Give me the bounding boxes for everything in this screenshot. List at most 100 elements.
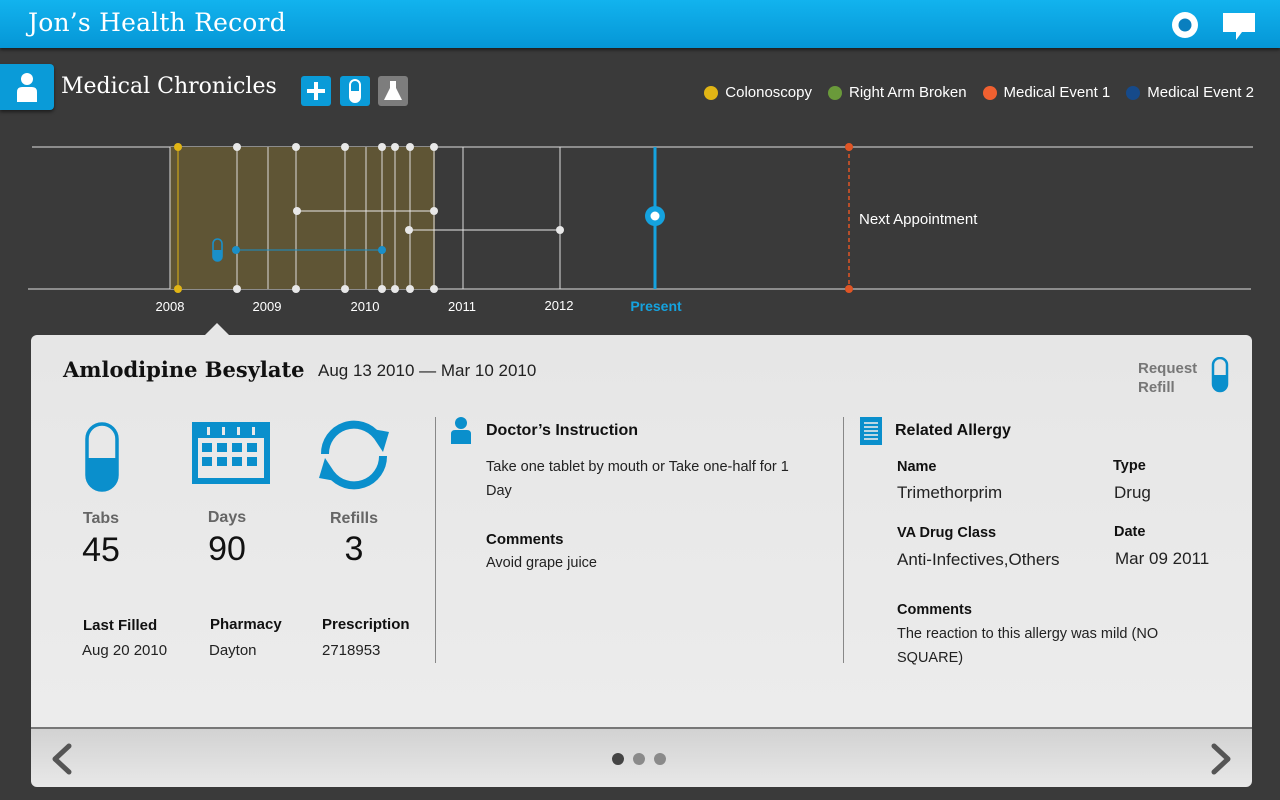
pharmacy-value: Dayton <box>209 642 257 659</box>
pharmacy-label: Pharmacy <box>210 616 282 633</box>
colonoscopy-marker[interactable] <box>174 285 182 293</box>
present-marker-center <box>650 211 660 221</box>
legend-item[interactable]: Right Arm Broken <box>827 84 967 101</box>
divider <box>843 417 844 663</box>
legend-dot <box>827 85 842 100</box>
page-dot[interactable] <box>612 753 624 765</box>
legend-dot <box>982 85 997 100</box>
legend-label: Right Arm Broken <box>848 84 967 101</box>
event-marker[interactable] <box>233 285 241 293</box>
allergy-name: Trimethorprim <box>897 483 1003 502</box>
event-marker[interactable] <box>405 226 413 234</box>
profile-tab[interactable] <box>0 64 54 110</box>
medication-detail-panel: Amlodipine Besylate Aug 13 2010 — Mar 10… <box>31 335 1252 727</box>
legend-item[interactable]: Medical Event 1 <box>982 84 1111 101</box>
pill-icon[interactable] <box>212 238 223 262</box>
chevron-right-icon[interactable] <box>1208 743 1234 775</box>
event-marker[interactable] <box>406 285 414 293</box>
medication-marker[interactable] <box>378 246 386 254</box>
days-value: 90 <box>208 530 246 568</box>
flask-icon <box>384 81 402 100</box>
next-appointment-marker[interactable] <box>845 285 853 293</box>
event-marker[interactable] <box>430 207 438 215</box>
instruction-comments-label: Comments <box>486 531 564 548</box>
allergy-type: Drug <box>1114 483 1151 502</box>
prescription-value: 2718953 <box>322 642 381 659</box>
allergy-date: Mar 09 2011 <box>1115 549 1210 568</box>
lab-filter-button[interactable] <box>378 76 408 106</box>
refill-pill-icon[interactable] <box>1211 357 1229 393</box>
section-title: Medical Chronicles <box>61 74 277 99</box>
chevron-left-icon[interactable] <box>49 743 75 775</box>
year-label: 2012 <box>545 298 574 313</box>
drug-class: Anti-Infectives,Others <box>897 550 1060 569</box>
doctor-icon <box>451 417 471 444</box>
event-marker[interactable] <box>430 285 438 293</box>
event-marker[interactable] <box>292 143 300 151</box>
colonoscopy-marker[interactable] <box>174 143 182 151</box>
instruction-title: Doctor’s Instruction <box>486 422 639 439</box>
medication-marker[interactable] <box>232 246 240 254</box>
legend-item[interactable]: Colonoscopy <box>704 84 812 101</box>
request-refill-button[interactable]: Request Refill <box>1138 360 1198 396</box>
drug-class-label: VA Drug Class <box>897 525 997 541</box>
plus-icon <box>307 82 325 100</box>
event-marker[interactable] <box>341 143 349 151</box>
next-appointment-label: Next Appointment <box>859 211 978 228</box>
event-marker[interactable] <box>391 285 399 293</box>
event-marker[interactable] <box>556 226 564 234</box>
colonoscopy-range[interactable] <box>170 147 435 289</box>
legend-label: Colonoscopy <box>725 84 812 101</box>
year-label: 2010 <box>351 299 380 314</box>
year-label: 2008 <box>156 299 185 314</box>
pill-icon <box>85 422 119 492</box>
event-marker[interactable] <box>233 143 241 151</box>
timeline[interactable]: Next Appointment 2008 2009 2010 2011 201… <box>0 130 1280 320</box>
legend-item[interactable]: Medical Event 2 <box>1126 84 1254 101</box>
instruction-text: Take one tablet by mouth or Take one-hal… <box>486 459 789 499</box>
legend: Colonoscopy Right Arm Broken Medical Eve… <box>688 84 1254 101</box>
allergy-date-label: Date <box>1114 524 1146 540</box>
next-appointment-marker[interactable] <box>845 143 853 151</box>
event-marker[interactable] <box>378 143 386 151</box>
user-icon <box>17 73 37 102</box>
instruction-comments: Avoid grape juice <box>486 555 597 571</box>
event-marker[interactable] <box>406 143 414 151</box>
panel-pointer <box>204 323 230 336</box>
drug-name: Amlodipine Besylate <box>63 357 305 382</box>
event-marker[interactable] <box>341 285 349 293</box>
legend-label: Medical Event 2 <box>1147 84 1254 101</box>
pill-icon <box>349 79 361 103</box>
event-marker[interactable] <box>292 285 300 293</box>
medication-filter-button[interactable] <box>340 76 370 106</box>
allergy-comments: The reaction to this allergy was mild (N… <box>897 626 1159 666</box>
document-icon <box>860 417 882 445</box>
event-marker[interactable] <box>430 143 438 151</box>
page-dot[interactable] <box>633 753 645 765</box>
tabs-label: Tabs <box>82 510 120 527</box>
chat-icon[interactable] <box>1222 12 1256 42</box>
date-range: Aug 13 2010 — Mar 10 2010 <box>318 361 537 380</box>
event-marker[interactable] <box>293 207 301 215</box>
top-bar: Jon’s Health Record <box>0 0 1280 48</box>
present-label: Present <box>630 298 682 314</box>
legend-label: Medical Event 1 <box>1003 84 1111 101</box>
add-button[interactable] <box>301 76 331 106</box>
allergy-type-label: Type <box>1113 458 1146 474</box>
record-icon[interactable] <box>1170 10 1200 40</box>
allergy-name-label: Name <box>897 459 937 475</box>
last-filled-value: Aug 20 2010 <box>82 642 168 659</box>
app-title: Jon’s Health Record <box>28 8 286 37</box>
event-marker[interactable] <box>391 143 399 151</box>
calendar-icon <box>192 422 270 484</box>
year-label: 2009 <box>253 299 282 314</box>
days-label: Days <box>207 509 247 526</box>
pager-bar <box>31 727 1252 787</box>
event-marker[interactable] <box>378 285 386 293</box>
page-dot[interactable] <box>654 753 666 765</box>
legend-dot <box>704 85 719 100</box>
year-label: 2011 <box>448 299 476 314</box>
refills-label: Refills <box>329 510 378 527</box>
legend-dot <box>1126 85 1141 100</box>
allergy-comments-label: Comments <box>897 602 972 618</box>
